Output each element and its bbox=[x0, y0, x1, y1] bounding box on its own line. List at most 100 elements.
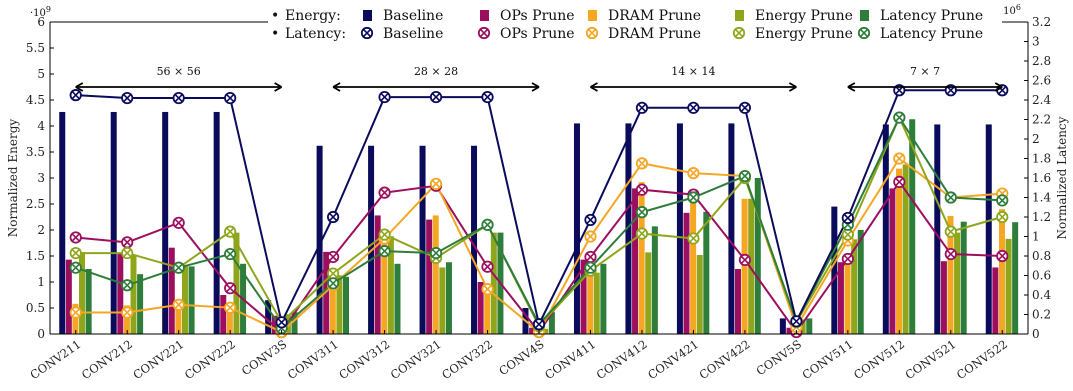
energy-bar-dram-prune bbox=[587, 251, 594, 334]
latency-point-energy-prune bbox=[841, 228, 854, 241]
energy-bar-baseline bbox=[419, 145, 426, 334]
latency-marker-cross bbox=[637, 208, 646, 217]
energy-bar-energy-prune bbox=[79, 252, 86, 334]
latency-marker-cross bbox=[740, 172, 749, 181]
energy-bar-ops-prune bbox=[426, 219, 433, 334]
energy-bar-latency-prune bbox=[548, 312, 555, 334]
latency-marker-cross bbox=[432, 93, 441, 102]
latency-marker-cross bbox=[226, 227, 235, 236]
latency-point-baseline bbox=[69, 89, 82, 102]
legend-energy-label: Latency Prune bbox=[880, 8, 983, 24]
latency-point-dram-prune bbox=[893, 152, 906, 165]
energy-bar-dram-prune bbox=[484, 291, 491, 334]
energy-bar-latency-prune bbox=[1012, 222, 1019, 334]
group-arrow-head-right bbox=[531, 82, 540, 92]
legend-energy-label: DRAM Prune bbox=[608, 8, 701, 24]
latency-point-baseline bbox=[635, 101, 649, 114]
group-annotation: 14 × 14 bbox=[590, 65, 797, 92]
energy-bar-dram-prune bbox=[998, 209, 1005, 334]
latency-marker-cross bbox=[637, 229, 646, 238]
energy-bar-baseline bbox=[368, 145, 375, 334]
latency-marker-cross bbox=[380, 230, 389, 239]
latency-marker-cross bbox=[946, 193, 955, 202]
latency-marker-cross bbox=[480, 29, 488, 37]
legend-energy-label: Energy Prune bbox=[755, 8, 853, 24]
energy-bar-ops-prune bbox=[734, 269, 741, 334]
latency-tick-label: 0 bbox=[1032, 327, 1040, 341]
latency-marker-cross bbox=[586, 253, 595, 261]
energy-tick-label: 0.5 bbox=[26, 301, 45, 315]
latency-marker-cross bbox=[123, 238, 132, 247]
group-annotation: 7 × 7 bbox=[847, 65, 1003, 92]
latency-point-energy-prune bbox=[69, 246, 82, 260]
latency-marker-cross bbox=[483, 220, 492, 229]
latency-tick-label: 0.2 bbox=[1032, 308, 1051, 322]
energy-bar-dram-prune bbox=[432, 215, 439, 334]
energy-bar-latency-prune bbox=[600, 263, 607, 334]
energy-tick-label: 3 bbox=[37, 171, 45, 185]
legend-latency-marker bbox=[585, 26, 599, 40]
latency-point-ops-prune bbox=[738, 253, 751, 266]
energy-bar-dram-prune bbox=[896, 168, 903, 334]
latency-marker-cross bbox=[588, 29, 596, 37]
latency-point-latency-prune bbox=[996, 194, 1009, 207]
latency-point-dram-prune bbox=[69, 306, 82, 319]
energy-bar-latency-prune bbox=[445, 262, 452, 334]
latency-marker-cross bbox=[226, 303, 235, 312]
latency-marker-cross bbox=[586, 232, 595, 241]
latency-point-ops-prune bbox=[841, 252, 854, 266]
bars-layer bbox=[59, 111, 1019, 335]
latency-point-baseline bbox=[790, 315, 803, 328]
group-label: 7 × 7 bbox=[910, 65, 940, 78]
latency-marker-cross bbox=[123, 249, 132, 258]
latency-exponent: ·106 bbox=[1000, 3, 1021, 17]
energy-bar-energy-prune bbox=[130, 254, 137, 334]
energy-tick-label: 4.5 bbox=[26, 93, 45, 107]
energy-bar-dram-prune bbox=[123, 305, 130, 334]
latency-marker-cross bbox=[895, 154, 904, 163]
legend-latency-prefix: Latency: bbox=[285, 26, 346, 42]
energy-tick-label: 2.5 bbox=[26, 197, 45, 211]
latency-marker-cross bbox=[483, 285, 492, 294]
energy-bar-ops-prune bbox=[992, 267, 999, 334]
energy-bar-latency-prune bbox=[343, 276, 350, 334]
latency-point-dram-prune bbox=[687, 167, 700, 180]
latency-marker-cross bbox=[71, 91, 80, 100]
energy-bar-baseline bbox=[471, 145, 478, 334]
latency-marker-cross bbox=[123, 308, 132, 317]
legend-latency-marker bbox=[857, 26, 871, 40]
group-label: 56 × 56 bbox=[157, 65, 201, 78]
latency-marker-cross bbox=[226, 94, 235, 103]
latency-point-latency-prune bbox=[327, 277, 340, 290]
latency-point-ops-prune bbox=[378, 186, 391, 199]
latency-marker-cross bbox=[71, 263, 80, 272]
latency-point-latency-prune bbox=[481, 218, 494, 231]
legend-background bbox=[268, 3, 1002, 45]
latency-tick-label: 1.2 bbox=[1032, 210, 1051, 224]
energy-bar-latency-prune bbox=[394, 263, 401, 334]
latency-point-dram-prune bbox=[172, 298, 185, 311]
energy-bar-latency-prune bbox=[909, 119, 916, 335]
energy-bar-dram-prune bbox=[690, 200, 697, 334]
energy-bar-energy-prune bbox=[233, 232, 240, 334]
latency-marker-cross bbox=[998, 196, 1007, 205]
latency-marker-cross bbox=[637, 159, 646, 168]
energy-tick-label: 0 bbox=[37, 327, 45, 341]
energy-bar-latency-prune bbox=[754, 178, 761, 334]
energy-bar-ops-prune bbox=[940, 261, 947, 334]
energy-bar-dram-prune bbox=[638, 182, 645, 334]
energy-bar-energy-prune bbox=[696, 254, 703, 334]
legend-energy-label: Baseline bbox=[383, 8, 443, 24]
latency-point-baseline bbox=[378, 90, 391, 104]
latency-marker-cross bbox=[843, 254, 852, 263]
latency-marker-cross bbox=[483, 93, 492, 102]
latency-marker-cross bbox=[329, 279, 338, 288]
latency-marker-cross bbox=[174, 94, 183, 103]
latency-marker-cross bbox=[71, 249, 80, 258]
energy-tick-label: 4 bbox=[37, 119, 45, 133]
legend-latency-label: OPs Prune bbox=[500, 26, 575, 42]
latency-point-baseline bbox=[841, 211, 854, 225]
energy-bar-energy-prune bbox=[645, 252, 652, 334]
latency-tick-label: 1 bbox=[1032, 230, 1040, 244]
